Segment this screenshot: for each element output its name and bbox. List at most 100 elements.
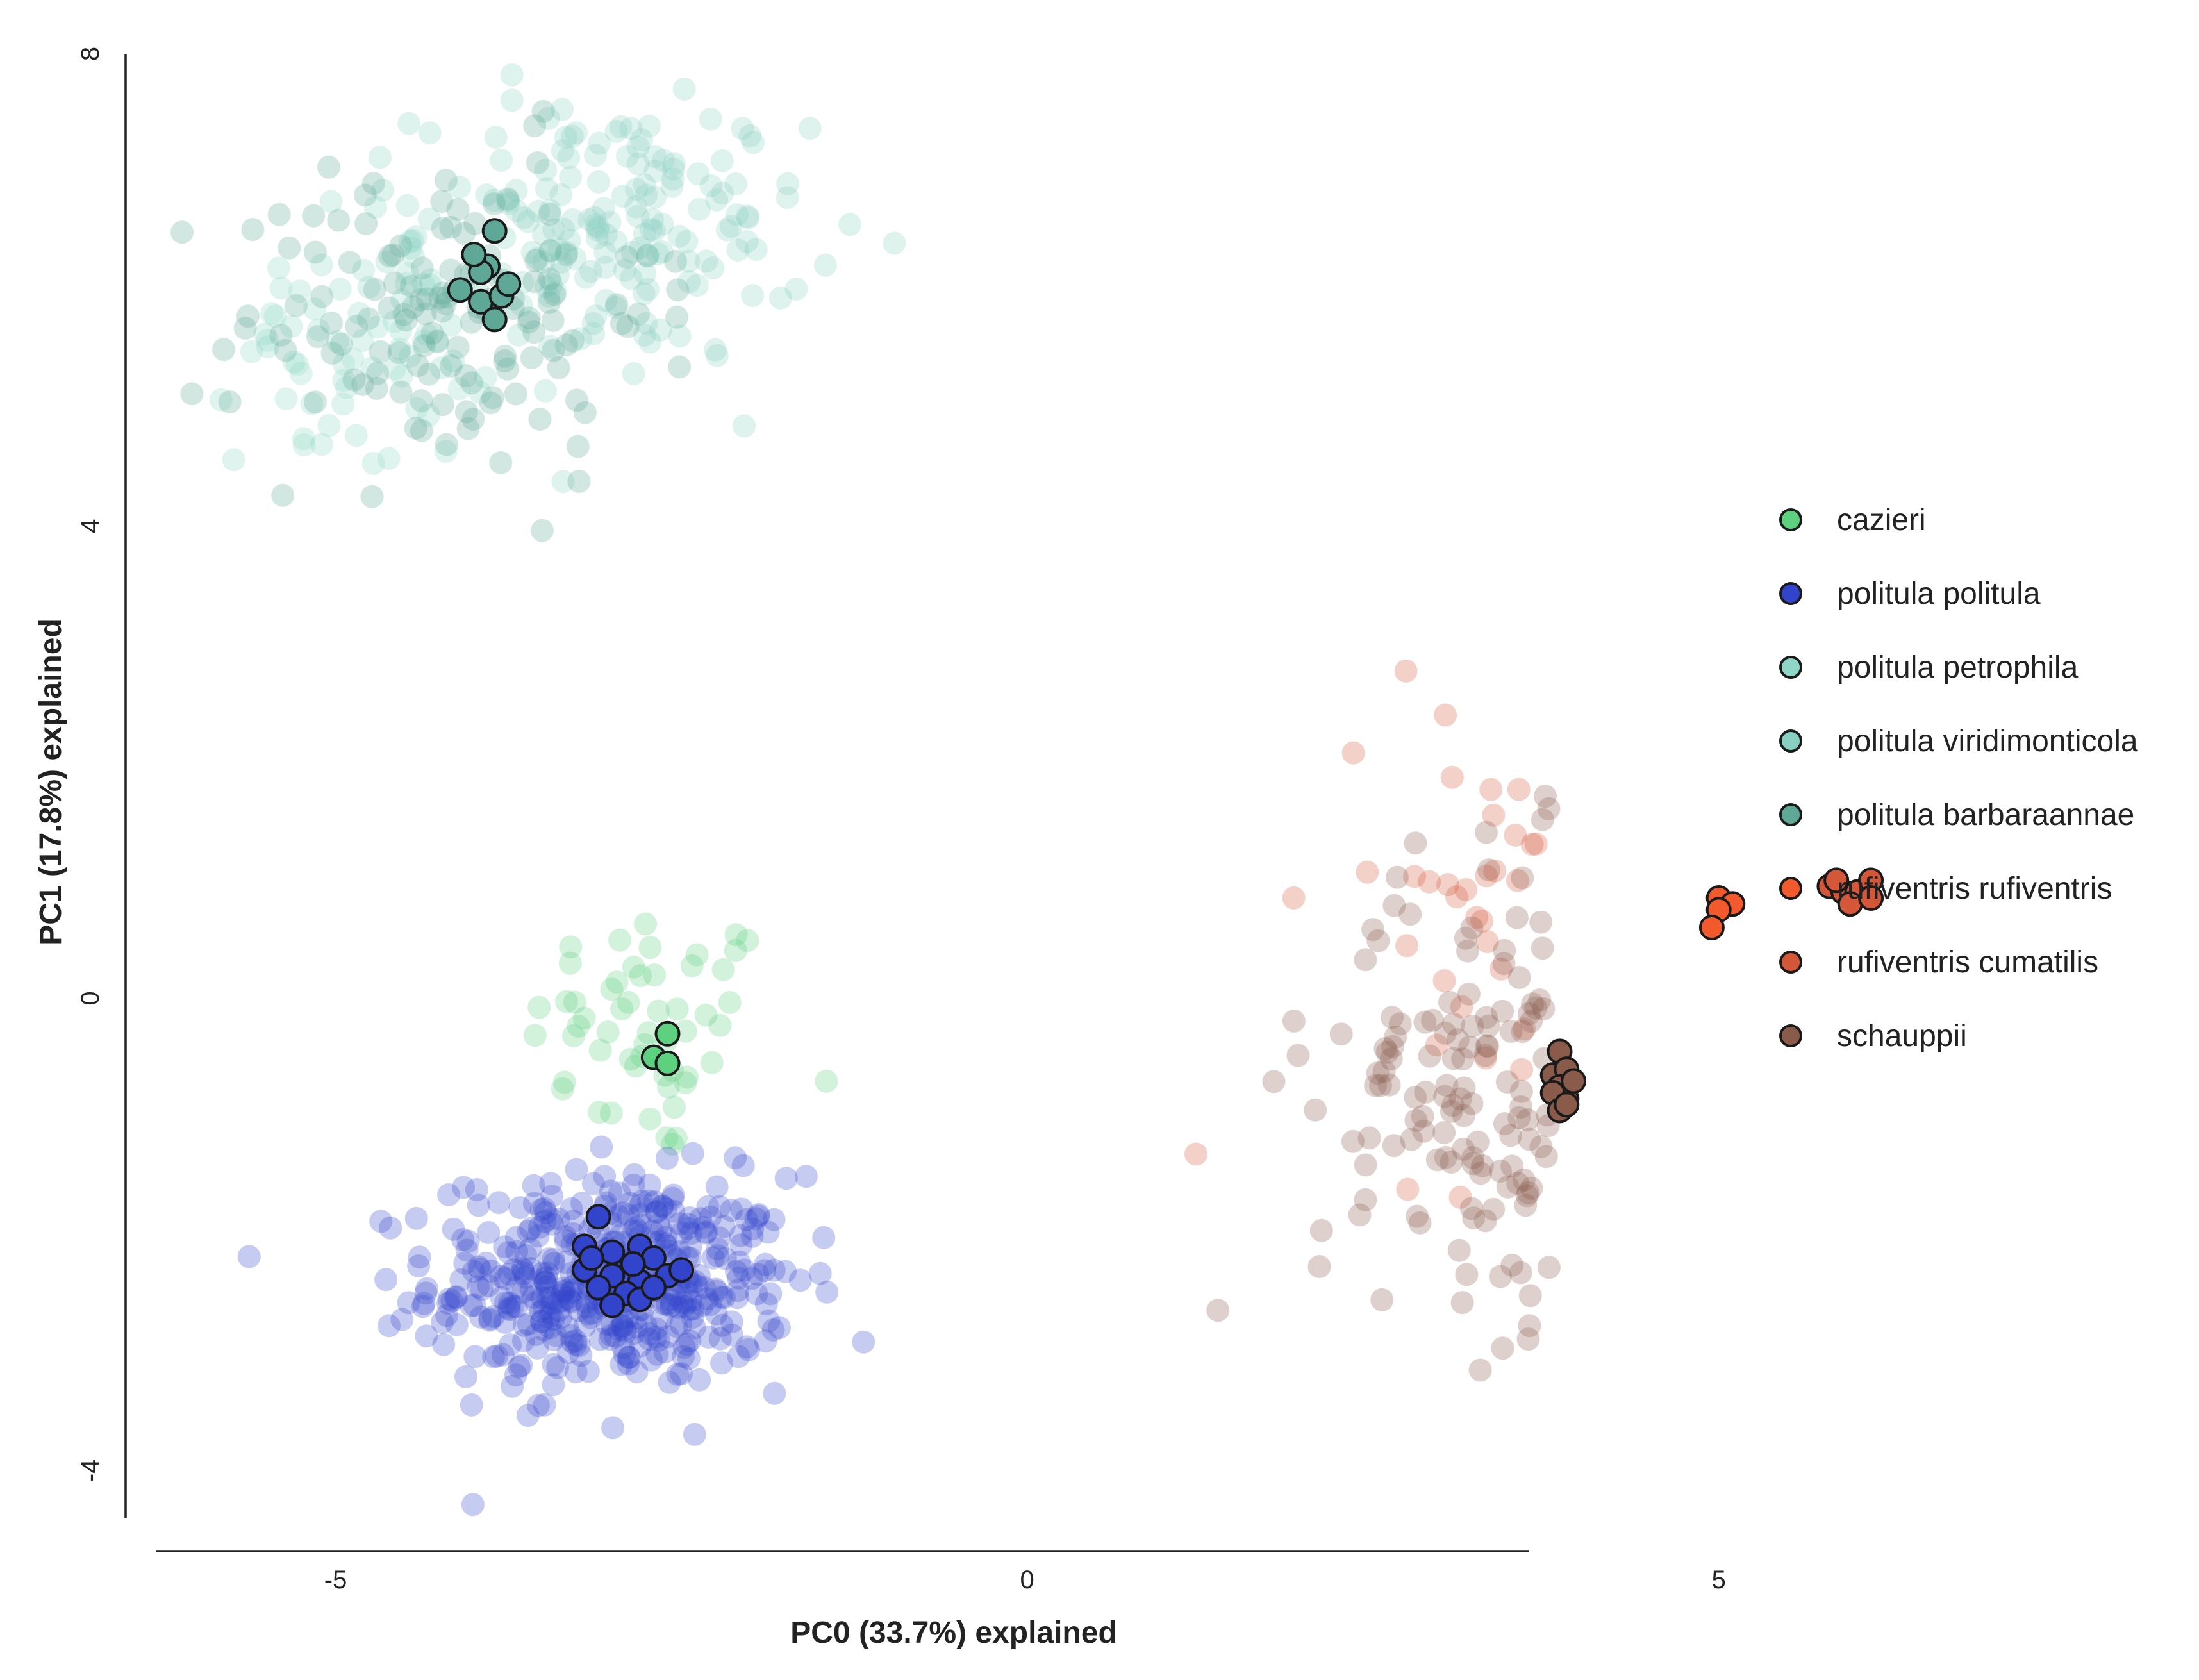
bg-point-0 — [605, 970, 629, 994]
bg-point-3 — [705, 344, 729, 367]
bg-point-1 — [497, 1262, 521, 1286]
bg-point-4 — [523, 114, 547, 138]
bg-point-1 — [537, 1305, 561, 1329]
bg-point-3 — [639, 217, 663, 241]
bg-point-1 — [535, 1266, 559, 1290]
bg-point-7 — [1537, 797, 1561, 820]
bg-point-1 — [628, 1193, 652, 1217]
bg-point-1 — [514, 1265, 538, 1289]
bg-point-0 — [724, 938, 747, 962]
bg-point-7 — [1492, 952, 1516, 976]
bg-point-3 — [483, 188, 506, 212]
bg-point-1 — [644, 1326, 668, 1349]
bg-point-1 — [625, 1360, 649, 1384]
bg-point-0 — [551, 1077, 574, 1101]
bg-point-4 — [528, 408, 552, 431]
bg-point-3 — [667, 224, 691, 248]
bg-point-1 — [451, 1228, 475, 1251]
bg-point-3 — [668, 324, 692, 348]
individual-point-1-9 — [585, 1274, 611, 1301]
bg-point-7 — [1506, 1172, 1529, 1195]
bg-point-4 — [573, 401, 597, 424]
bg-point-3 — [643, 159, 667, 183]
bg-point-7 — [1386, 865, 1409, 889]
bg-point-2 — [425, 329, 449, 353]
bg-point-3 — [583, 206, 606, 229]
bg-point-3 — [643, 185, 667, 209]
bg-point-1 — [539, 1302, 563, 1325]
bg-point-3 — [592, 197, 615, 220]
bg-point-3 — [604, 120, 628, 143]
bg-point-4 — [554, 333, 578, 357]
bg-point-0 — [638, 936, 662, 960]
bg-point-1 — [532, 1318, 556, 1342]
bg-point-6 — [1418, 870, 1441, 894]
bg-point-1 — [576, 1302, 600, 1326]
bg-point-3 — [736, 206, 760, 230]
bg-point-3 — [701, 256, 725, 280]
bg-point-7 — [1377, 1073, 1401, 1097]
bg-point-4 — [665, 305, 689, 329]
bg-point-1 — [726, 1279, 750, 1302]
bg-point-1 — [567, 1299, 591, 1322]
bg-point-0 — [563, 990, 586, 1014]
bg-point-7 — [1369, 1074, 1392, 1097]
bg-point-1 — [699, 1205, 722, 1229]
legend-label-3: politula viridimonticola — [1837, 724, 2138, 758]
legend-marker-2 — [1779, 656, 1802, 679]
bg-point-3 — [517, 210, 540, 233]
bg-point-2 — [352, 258, 376, 282]
bg-point-4 — [520, 346, 544, 370]
bg-point-7 — [1370, 1288, 1394, 1311]
bg-point-1 — [675, 1333, 699, 1356]
bg-point-7 — [1446, 1028, 1470, 1052]
bg-point-4 — [531, 519, 554, 542]
bg-point-1 — [645, 1200, 668, 1223]
bg-point-3 — [594, 288, 618, 312]
bg-point-7 — [1475, 820, 1498, 844]
bg-point-3 — [711, 181, 734, 205]
individual-point-0-0 — [654, 1020, 681, 1047]
bg-point-7 — [1354, 1188, 1377, 1211]
bg-point-4 — [356, 307, 380, 331]
bg-point-1 — [460, 1393, 483, 1417]
bg-point-1 — [737, 1338, 761, 1361]
bg-point-1 — [504, 1295, 528, 1318]
bg-point-1 — [494, 1291, 517, 1315]
bg-point-1 — [644, 1317, 668, 1341]
bg-point-7 — [1425, 1148, 1449, 1172]
bg-point-1 — [638, 1322, 661, 1345]
bg-point-7 — [1286, 1044, 1310, 1067]
bg-point-7 — [1493, 938, 1516, 962]
bg-point-4 — [538, 239, 562, 263]
bg-point-1 — [746, 1263, 770, 1286]
bg-point-0 — [618, 1047, 642, 1071]
bg-point-1 — [731, 1154, 755, 1177]
bg-point-7 — [1440, 1151, 1463, 1174]
bg-point-1 — [542, 1252, 566, 1276]
bg-point-1 — [517, 1312, 540, 1336]
bg-point-7 — [1354, 948, 1377, 972]
bg-point-3 — [699, 107, 722, 131]
bg-point-3 — [564, 121, 588, 145]
bg-point-1 — [606, 1204, 630, 1227]
bg-point-1 — [511, 1258, 535, 1282]
bg-point-6 — [1282, 886, 1306, 910]
bg-point-3 — [588, 131, 611, 155]
bg-point-2 — [390, 364, 413, 388]
bg-point-2 — [260, 302, 283, 326]
bg-point-2 — [389, 319, 413, 343]
bg-point-4 — [439, 354, 463, 378]
bg-point-1 — [442, 1217, 465, 1241]
bg-point-4 — [452, 222, 476, 245]
y-tick-label: -4 — [76, 1460, 104, 1483]
bg-point-7 — [1488, 1160, 1512, 1183]
bg-point-1 — [740, 1267, 763, 1290]
bg-point-7 — [1460, 1092, 1484, 1115]
y-tick-label: 4 — [76, 519, 104, 533]
bg-point-2 — [303, 297, 326, 321]
bg-point-3 — [540, 272, 563, 296]
bg-point-6 — [1434, 703, 1457, 727]
bg-point-7 — [1418, 1044, 1441, 1068]
bg-point-3 — [633, 324, 656, 347]
